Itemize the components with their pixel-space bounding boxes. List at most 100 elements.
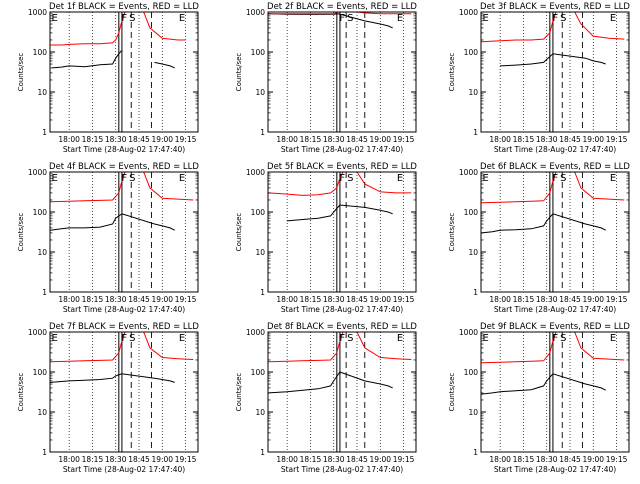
x-tick-label: 18:15	[300, 295, 322, 304]
marker-label-s: S	[129, 333, 135, 344]
x-tick-label: 19:00	[582, 455, 604, 464]
marker-label-s: S	[560, 13, 566, 24]
panel-title: Det 8f BLACK = Events, RED = LLD	[267, 322, 417, 332]
x-tick-label: 18:30	[536, 455, 558, 464]
events-series-line	[481, 213, 606, 234]
x-tick-label: 18:00	[58, 455, 80, 464]
x-tick-label: 19:15	[393, 135, 415, 144]
x-tick-label: 19:15	[175, 455, 197, 464]
y-tick-label: 100	[464, 48, 479, 57]
x-tick-label: 18:00	[489, 135, 511, 144]
marker-label-e: E	[179, 333, 185, 344]
lld-series-line	[50, 11, 186, 46]
x-tick-label: 19:15	[606, 295, 628, 304]
marker-label-f: F	[552, 173, 558, 184]
x-axis-label: Start Time (28-Aug-02 17:47:40)	[63, 305, 185, 314]
y-tick-label: 1000	[28, 168, 47, 177]
x-tick-label: 18:15	[300, 455, 322, 464]
x-tick-label: 18:00	[489, 295, 511, 304]
y-tick-label: 10	[255, 248, 265, 257]
lld-series-line	[481, 11, 625, 43]
x-tick-label: 18:45	[559, 135, 581, 144]
events-series-line	[50, 213, 175, 231]
marker-label-e: E	[179, 173, 185, 184]
marker-label-e: E	[610, 333, 616, 344]
marker-label-e: E	[397, 173, 403, 184]
y-tick-label: 1	[473, 288, 478, 297]
x-tick-label: 18:30	[323, 455, 345, 464]
events-series-line	[154, 61, 175, 69]
panel-title: Det 4f BLACK = Events, RED = LLD	[49, 162, 199, 172]
y-tick-label: 1000	[459, 328, 478, 337]
lld-series-line	[481, 331, 625, 364]
marker-label-e: E	[483, 333, 489, 344]
x-tick-label: 19:15	[606, 455, 628, 464]
y-tick-label: 100	[251, 48, 266, 57]
x-tick-label: 18:45	[559, 455, 581, 464]
events-series-line	[500, 53, 606, 67]
panel-title: Det 3f BLACK = Events, RED = LLD	[480, 2, 630, 12]
y-tick-label: 10	[468, 88, 478, 97]
plot-frame	[480, 331, 630, 453]
y-tick-label: 1000	[28, 328, 47, 337]
x-axis-label: Start Time (28-Aug-02 17:47:40)	[494, 465, 616, 474]
panel-title: Det 2f BLACK = Events, RED = LLD	[267, 2, 417, 12]
x-tick-label: 19:00	[582, 295, 604, 304]
y-axis-label: Counts/sec	[448, 213, 456, 252]
marker-label-s: S	[129, 173, 135, 184]
panel-title: Det 1f BLACK = Events, RED = LLD	[49, 2, 199, 12]
y-axis-label: Counts/sec	[448, 373, 456, 412]
x-tick-label: 18:15	[82, 455, 104, 464]
marker-label-s: S	[347, 13, 353, 24]
x-axis-label: Start Time (28-Aug-02 17:47:40)	[494, 145, 616, 154]
marker-label-e: E	[397, 13, 403, 24]
y-axis-label: Counts/sec	[17, 213, 25, 252]
x-tick-label: 18:30	[105, 295, 127, 304]
x-tick-label: 18:30	[323, 135, 345, 144]
y-axis-label: Counts/sec	[235, 53, 243, 92]
marker-label-f: F	[121, 173, 127, 184]
x-tick-label: 19:00	[151, 135, 173, 144]
events-series-line	[50, 373, 175, 383]
marker-label-f: F	[552, 13, 558, 24]
marker-label-e: E	[397, 333, 403, 344]
x-axis-label: Start Time (28-Aug-02 17:47:40)	[63, 465, 185, 474]
y-tick-label: 100	[251, 208, 266, 217]
x-tick-label: 19:00	[151, 455, 173, 464]
events-series-line	[481, 373, 606, 395]
x-tick-label: 18:00	[276, 455, 298, 464]
lld-series-line	[268, 171, 412, 196]
x-tick-label: 18:45	[128, 455, 150, 464]
y-tick-label: 1	[42, 288, 47, 297]
y-axis-label: Counts/sec	[17, 373, 25, 412]
events-series-line	[268, 371, 393, 394]
x-tick-label: 18:30	[105, 135, 127, 144]
marker-label-s: S	[129, 13, 135, 24]
panel-det-1f: Det 1f BLACK = Events, RED = LLD 18:00 18:…	[17, 2, 199, 154]
marker-label-e: E	[610, 13, 616, 24]
y-tick-label: 1000	[246, 168, 265, 177]
plot-frame	[267, 11, 417, 133]
x-axis-label: Start Time (28-Aug-02 17:47:40)	[281, 465, 403, 474]
x-tick-label: 19:15	[175, 295, 197, 304]
y-tick-label: 1000	[28, 8, 47, 17]
events-series-line	[287, 204, 393, 222]
y-tick-label: 10	[468, 248, 478, 257]
y-tick-label: 100	[464, 208, 479, 217]
plot-frame	[49, 171, 199, 293]
y-axis-label: Counts/sec	[235, 213, 243, 252]
x-tick-label: 18:45	[128, 135, 150, 144]
y-tick-label: 10	[37, 248, 47, 257]
x-tick-label: 18:00	[58, 135, 80, 144]
x-tick-label: 18:30	[323, 295, 345, 304]
panel-det-3f: Det 3f BLACK = Events, RED = LLD 18:00 18:…	[448, 2, 630, 154]
marker-label-s: S	[347, 333, 353, 344]
y-tick-label: 1000	[246, 8, 265, 17]
marker-label-e: E	[52, 173, 58, 184]
x-tick-label: 18:30	[536, 295, 558, 304]
